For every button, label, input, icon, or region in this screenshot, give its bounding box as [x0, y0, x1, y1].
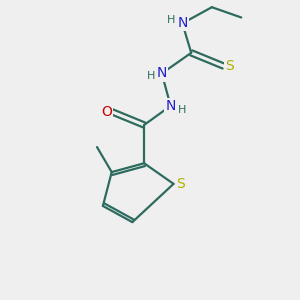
- Text: N: N: [165, 99, 176, 113]
- Text: H: H: [167, 15, 176, 26]
- Text: O: O: [101, 105, 112, 119]
- Text: N: N: [177, 16, 188, 30]
- Text: S: S: [176, 177, 184, 191]
- Text: S: S: [225, 59, 234, 73]
- Text: H: H: [146, 71, 155, 81]
- Text: H: H: [178, 105, 186, 115]
- Text: N: N: [157, 66, 167, 80]
